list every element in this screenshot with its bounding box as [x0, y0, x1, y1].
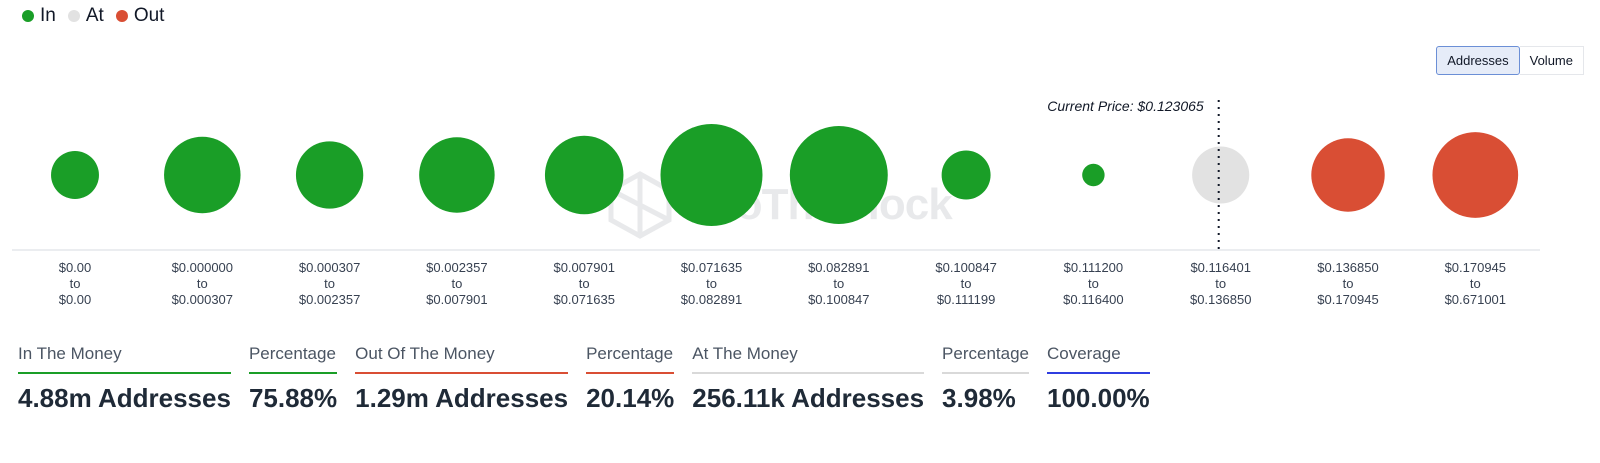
legend-item-at[interactable]: At: [67, 5, 104, 27]
stat-out-of-the-money: Out Of The Money 1.29m Addresses: [355, 344, 569, 414]
legend-label-out: Out: [133, 5, 165, 26]
stat-value: 3.98%: [942, 383, 1016, 413]
legend-label-in: In: [40, 5, 56, 26]
stat-label: Percentage: [248, 344, 338, 374]
stat-value: 20.14%: [586, 383, 675, 413]
legend-item-in[interactable]: In: [22, 5, 56, 27]
legend-dot-out: [115, 10, 128, 22]
bubble-in[interactable]: [660, 124, 763, 226]
chart-legend: In At Out: [22, 5, 164, 27]
stat-out-percentage: Percentage 20.14%: [586, 344, 675, 414]
legend-dot-in: [22, 10, 34, 22]
price-range-label: $0.000307 to $0.002357: [299, 260, 360, 307]
bubble-in[interactable]: [295, 141, 364, 209]
price-range-label: $0.007901 to $0.071635: [553, 260, 614, 307]
price-range-label: $0.116401 to $0.136850: [1190, 260, 1251, 307]
bubble-in[interactable]: [51, 151, 99, 199]
stat-at-the-money: At The Money 256.11k Addresses: [692, 344, 925, 414]
bubble-in[interactable]: [941, 150, 991, 200]
bubble-group: [51, 124, 1519, 226]
metric-toggle: Addresses Volume: [1436, 46, 1584, 75]
price-range-label: $0.000000 to $0.000307: [172, 260, 233, 307]
stat-label: Percentage: [942, 344, 1029, 374]
stat-value: 4.88m Addresses: [18, 383, 231, 413]
bubble-in[interactable]: [789, 126, 888, 224]
stat-value: 1.29m Addresses: [355, 383, 569, 413]
stat-label: In The Money: [18, 344, 231, 374]
stat-in-the-money: In The Money 4.88m Addresses: [18, 344, 231, 414]
stat-label: Coverage: [1047, 344, 1150, 374]
bubble-in[interactable]: [544, 135, 624, 215]
stat-label: Percentage: [586, 344, 675, 374]
stat-value: 100.00%: [1047, 383, 1150, 413]
current-price-label: Current Price: $0.123065: [1047, 98, 1204, 114]
price-range-label: $0.002357 to $0.007901: [426, 260, 487, 307]
stat-value: 256.11k Addresses: [692, 383, 925, 413]
stat-at-percentage: Percentage 3.98%: [942, 344, 1029, 414]
bubble-at[interactable]: [1192, 146, 1250, 204]
stat-value: 75.88%: [248, 383, 338, 413]
in-out-money-chart: Current Price: $0.123065 $0.00 to $0.00$0.…: [12, 98, 1540, 307]
stat-label: At The Money: [692, 344, 925, 374]
price-range-label: $0.111200 to $0.116400: [1063, 260, 1124, 307]
price-range-labels: $0.00 to $0.00 $0.000000 to $0.000307 $0.00030…: [59, 260, 1506, 307]
stat-coverage: Coverage 100.00%: [1047, 344, 1150, 414]
legend-dot-at: [67, 10, 80, 22]
volume-toggle-button[interactable]: Volume: [1519, 46, 1584, 75]
summary-stats: In The Money 4.88m Addresses Percentage …: [18, 344, 1150, 414]
price-range-label: $0.00 to $0.00: [59, 260, 92, 307]
legend-label-at: At: [85, 5, 104, 26]
bubble-in[interactable]: [419, 137, 495, 213]
price-range-label: $0.082891 to $0.100847: [808, 260, 869, 307]
stat-in-percentage: Percentage 75.88%: [248, 344, 338, 414]
bubble-in[interactable]: [164, 136, 241, 214]
price-range-label: $0.100847 to $0.111199: [935, 260, 996, 307]
price-range-label: $0.170945 to $0.671001: [1445, 260, 1506, 307]
price-range-label: $0.136850 to $0.170945: [1317, 260, 1378, 307]
bubble-out[interactable]: [1432, 132, 1519, 218]
legend-item-out[interactable]: Out: [115, 5, 165, 27]
bubble-out[interactable]: [1311, 138, 1385, 212]
bubble-in[interactable]: [1082, 163, 1105, 187]
price-range-label: $0.071635 to $0.082891: [681, 260, 742, 307]
stat-label: Out Of The Money: [355, 344, 569, 374]
addresses-toggle-button[interactable]: Addresses: [1436, 46, 1520, 75]
